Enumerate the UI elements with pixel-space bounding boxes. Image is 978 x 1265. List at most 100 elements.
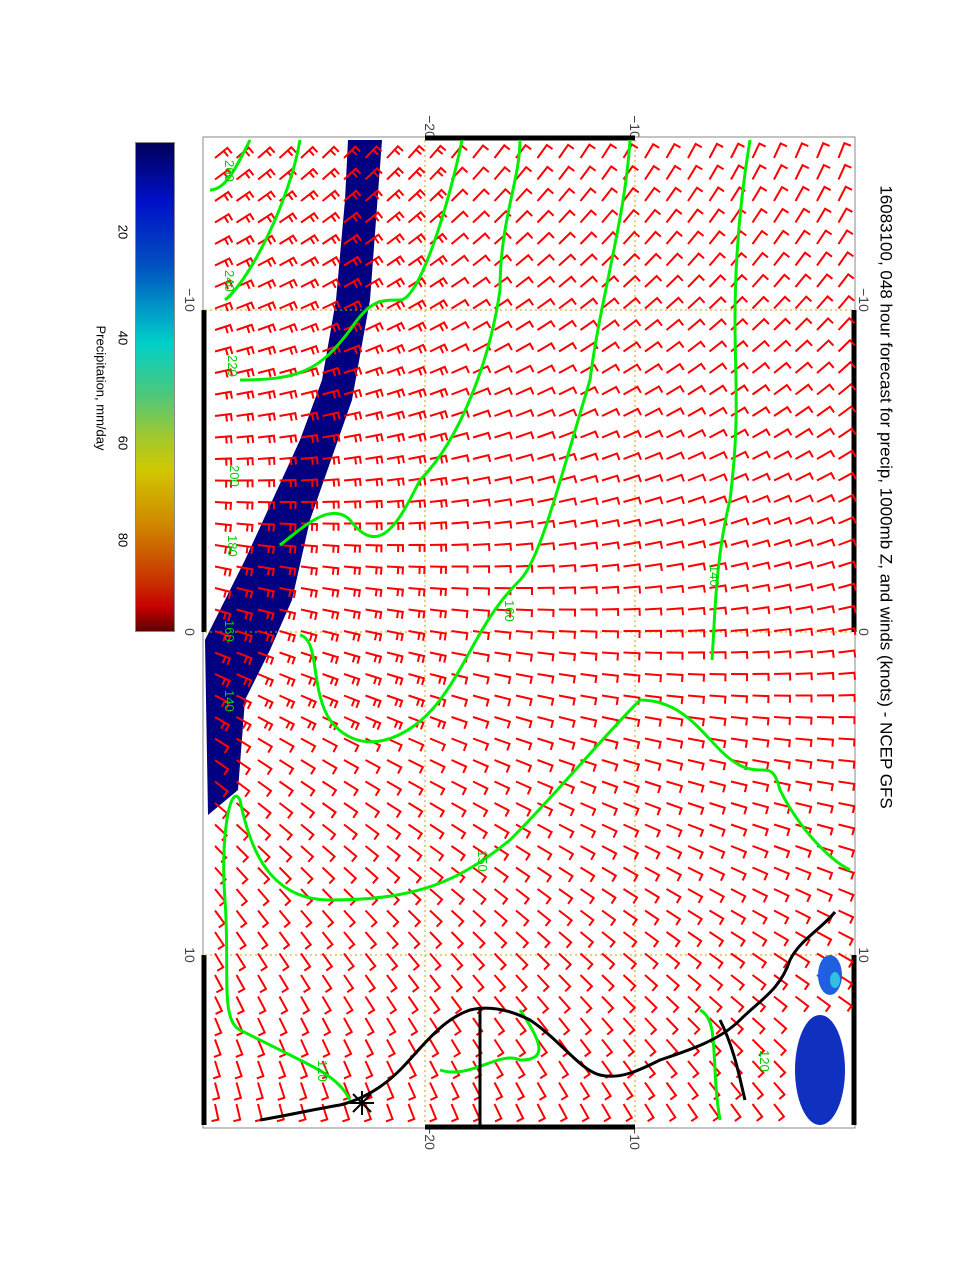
wind-barb [322,389,341,399]
wind-barb [730,737,748,748]
wind-barb [343,802,359,819]
wind-barb [622,274,641,288]
wind-barb [386,931,400,950]
wind-barb [773,1038,787,1057]
wind-barb [236,544,254,555]
wind-barb [773,516,793,525]
wind-barb [472,931,486,949]
wind-barb [494,453,513,462]
wind-barb [365,344,384,355]
wind-barb [407,866,423,884]
wind-barb [709,823,726,837]
wind-barb [364,888,379,906]
wind-barb [429,931,443,950]
wind-barb [321,909,335,928]
wind-barb [666,429,685,439]
wind-barb [816,295,834,310]
wind-barb [687,931,703,948]
wind-barb [837,382,857,396]
wind-barb [364,1017,375,1037]
wind-barb [278,823,294,841]
wind-barb [472,608,491,618]
wind-barb [601,385,621,396]
wind-barb [537,564,555,573]
wind-barb [730,931,746,948]
wind-barb [601,1081,613,1101]
wind-barb [773,142,788,159]
wind-barb [278,1017,288,1037]
wind-barb [751,1017,766,1035]
wind-barb [300,996,311,1015]
wind-barb [300,974,311,994]
wind-barb [451,716,468,730]
wind-barb [279,278,298,289]
wind-barb [322,608,340,620]
wind-barb [278,845,293,863]
wind-barb [794,295,813,310]
wind-barb [816,185,832,202]
wind-barb [752,516,771,526]
wind-barb [364,845,380,863]
wind-barb [838,538,857,547]
wind-barb [537,408,556,417]
wind-barb [343,995,354,1015]
wind-barb [322,630,340,642]
wind-barb [580,716,598,728]
wind-barb [773,974,789,991]
wind-barb [666,716,684,727]
wind-barb [558,541,577,550]
wind-barb [278,909,292,929]
wind-barb [623,385,642,396]
wind-barb [795,931,811,947]
wind-barb [408,587,426,597]
wind-barb [214,1017,223,1037]
wind-barb [795,560,814,570]
wind-barb [794,383,814,396]
wind-barb [214,346,234,356]
wind-barb [601,341,621,353]
wind-barb [214,565,232,577]
wind-barb [386,1039,396,1058]
wind-barb [494,608,512,618]
wind-barb [838,737,856,747]
wind-barb [386,845,402,862]
wind-barb [601,673,620,683]
wind-barb [687,517,707,527]
wind-barb [838,627,857,636]
wind-barb [322,544,340,554]
wind-barb [687,142,703,159]
wind-barb [257,759,273,776]
wind-barb [451,454,470,463]
wind-barb [279,716,296,731]
wind-barb [644,142,660,159]
wind-barb [558,759,576,773]
wind-barb [537,780,554,795]
wind-barb [558,866,574,883]
wind-barb [751,383,771,396]
wind-barb [214,435,233,444]
wind-barb [343,931,356,950]
wind-barb [623,716,641,728]
wind-barb [322,673,339,687]
wind-barb [515,866,531,883]
wind-barb [257,866,271,885]
wind-barb [730,561,750,570]
wind-barb [494,759,511,773]
wind-barb [257,345,277,356]
wind-barb [708,318,727,331]
wind-barb [278,145,297,159]
wind-barb [536,866,553,883]
wind-barb [300,1017,310,1037]
wind-barb [385,1103,394,1123]
wind-barb [837,229,854,245]
wind-barb [752,909,768,925]
wind-barb [450,995,463,1015]
wind-barb [214,974,224,994]
wind-barb [386,565,405,575]
wind-barb [795,759,813,770]
wind-barb [730,673,749,682]
wind-barb [752,628,771,637]
star-marker [350,1091,374,1115]
wind-barb [795,780,813,792]
wind-barb [773,694,792,703]
